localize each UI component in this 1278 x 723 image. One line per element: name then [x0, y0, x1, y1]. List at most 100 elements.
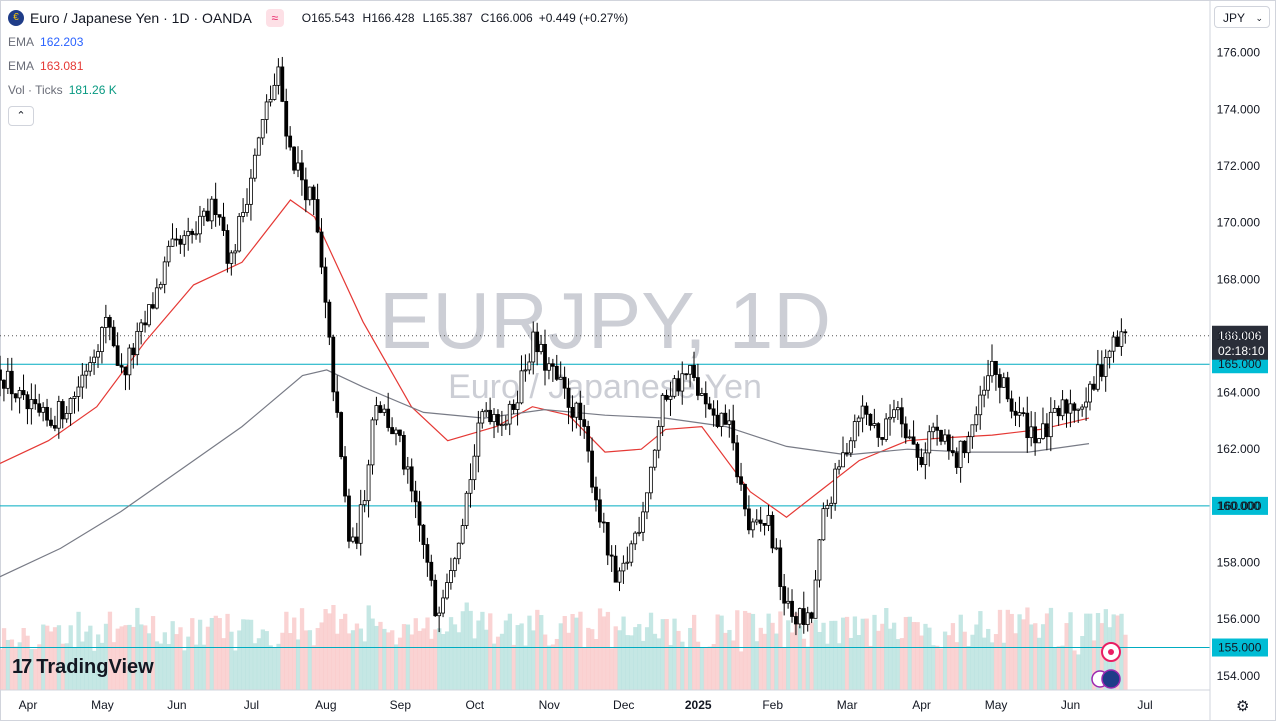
candle-body[interactable] — [946, 434, 951, 451]
candle-body[interactable] — [664, 394, 669, 400]
candle-body[interactable] — [790, 600, 794, 617]
candle-body[interactable] — [766, 514, 771, 526]
candle-body[interactable] — [590, 450, 594, 488]
candle-body[interactable] — [237, 216, 242, 252]
candle-body[interactable] — [821, 508, 826, 541]
candle-body[interactable] — [260, 119, 265, 139]
candle-body[interactable] — [1068, 403, 1073, 414]
candle-body[interactable] — [707, 403, 712, 410]
candle-body[interactable] — [750, 521, 755, 531]
candle-body[interactable] — [974, 414, 979, 426]
candle-body[interactable] — [641, 511, 645, 533]
candle-body[interactable] — [229, 252, 234, 264]
candle-body[interactable] — [876, 423, 881, 438]
candle-body[interactable] — [994, 360, 998, 375]
candle-body[interactable] — [1088, 383, 1092, 403]
candle-body[interactable] — [907, 436, 912, 439]
candle-body[interactable] — [233, 250, 238, 254]
candle-body[interactable] — [688, 364, 692, 375]
candle-body[interactable] — [217, 214, 222, 218]
candle-body[interactable] — [366, 464, 371, 502]
candle-body[interactable] — [178, 238, 183, 245]
candle-body[interactable] — [72, 396, 77, 399]
candle-body[interactable] — [201, 210, 206, 217]
candle-body[interactable] — [809, 612, 814, 619]
candle-body[interactable] — [848, 440, 853, 454]
candle-body[interactable] — [335, 391, 340, 413]
candle-body[interactable] — [676, 378, 681, 392]
candle-body[interactable] — [194, 233, 198, 236]
candle-body[interactable] — [41, 406, 46, 413]
candle-body[interactable] — [605, 522, 610, 556]
candle-body[interactable] — [547, 363, 551, 371]
candle-body[interactable] — [382, 408, 387, 413]
candle-body[interactable] — [405, 466, 410, 470]
candle-body[interactable] — [76, 386, 81, 397]
candle-body[interactable] — [151, 304, 155, 309]
candle-body[interactable] — [617, 570, 622, 583]
candle-body[interactable] — [1111, 336, 1116, 352]
candle-body[interactable] — [633, 532, 638, 545]
candle-body[interactable] — [1005, 377, 1010, 400]
candle-body[interactable] — [107, 316, 112, 328]
candle-body[interactable] — [347, 495, 351, 542]
candle-body[interactable] — [746, 508, 751, 531]
candle-body[interactable] — [739, 476, 743, 485]
eu-event-icon[interactable] — [1101, 669, 1121, 689]
candle-body[interactable] — [794, 616, 798, 625]
candle-body[interactable] — [696, 377, 700, 396]
candle-body[interactable] — [354, 536, 359, 544]
euro-yen-flag-icon[interactable]: € — [8, 10, 24, 26]
candle-body[interactable] — [997, 374, 1002, 388]
candle-body[interactable] — [452, 558, 457, 571]
candle-body[interactable] — [1013, 410, 1018, 416]
candle-body[interactable] — [1107, 350, 1112, 358]
candle-body[interactable] — [574, 402, 579, 418]
candle-body[interactable] — [531, 331, 536, 363]
candle-body[interactable] — [378, 405, 383, 413]
candle-body[interactable] — [911, 436, 916, 445]
candle-body[interactable] — [249, 177, 253, 205]
candle-body[interactable] — [1103, 356, 1108, 377]
candle-body[interactable] — [198, 215, 202, 235]
candle-body[interactable] — [825, 505, 830, 510]
candle-body[interactable] — [684, 373, 689, 376]
candle-body[interactable] — [962, 440, 967, 454]
candle-body[interactable] — [515, 402, 520, 410]
candle-body[interactable] — [311, 186, 316, 200]
candle-body[interactable] — [1084, 401, 1088, 408]
candle-body[interactable] — [96, 351, 100, 358]
candle-body[interactable] — [343, 456, 347, 497]
candle-body[interactable] — [0, 369, 2, 381]
candle-body[interactable] — [550, 363, 555, 367]
candle-body[interactable] — [609, 554, 614, 557]
candle-body[interactable] — [476, 422, 481, 457]
candle-body[interactable] — [797, 608, 802, 625]
candle-body[interactable] — [1044, 423, 1049, 438]
candle-body[interactable] — [280, 66, 285, 102]
candle-body[interactable] — [52, 425, 57, 429]
candle-body[interactable] — [190, 230, 195, 235]
candle-body[interactable] — [523, 369, 528, 372]
candle-body[interactable] — [872, 423, 877, 426]
candle-body[interactable] — [5, 370, 10, 389]
indicator-ema-1[interactable]: EMA 162.203 — [8, 30, 628, 54]
candle-body[interactable] — [88, 362, 93, 372]
candle-body[interactable] — [970, 424, 975, 438]
candle-body[interactable] — [903, 423, 908, 439]
candle-body[interactable] — [25, 394, 30, 410]
candle-body[interactable] — [888, 416, 892, 420]
candle-body[interactable] — [543, 343, 547, 371]
candle-body[interactable] — [68, 398, 73, 414]
candle-body[interactable] — [919, 457, 924, 465]
candle-body[interactable] — [221, 216, 226, 231]
candle-body[interactable] — [225, 230, 230, 264]
candle-body[interactable] — [417, 501, 422, 526]
candle-body[interactable] — [1056, 407, 1061, 417]
candle-body[interactable] — [570, 406, 575, 418]
candle-body[interactable] — [586, 426, 591, 452]
candle-body[interactable] — [899, 407, 904, 425]
candle-body[interactable] — [186, 230, 191, 237]
candle-body[interactable] — [241, 212, 245, 217]
